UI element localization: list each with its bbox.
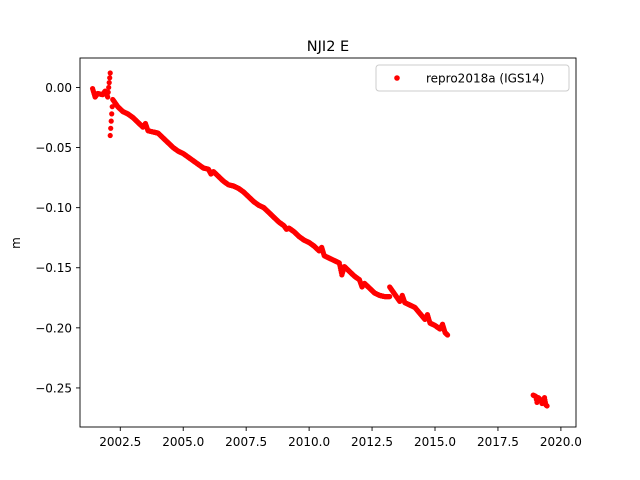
x-tick-label: 2015.0 <box>414 435 456 449</box>
y-tick-label: −0.15 <box>35 261 72 275</box>
data-point <box>387 293 393 300</box>
y-axis: 0.00 −0.05 −0.10 −0.15 −0.20 −0.25 <box>35 81 80 395</box>
data-point <box>105 89 111 95</box>
data-point <box>106 80 112 86</box>
y-tick-label: −0.10 <box>35 201 72 215</box>
data-point <box>108 118 114 124</box>
legend: repro2018a (IGS14) <box>375 64 570 92</box>
x-tick-label: 2002.5 <box>99 435 141 449</box>
y-tick-label: −0.25 <box>35 381 72 395</box>
data-point <box>106 84 112 91</box>
x-tick-label: 2007.5 <box>225 435 267 449</box>
data-point <box>444 332 451 338</box>
legend-box <box>375 64 570 92</box>
x-tick-label: 2010.0 <box>288 435 330 449</box>
x-tick-label: 2020.0 <box>540 435 582 449</box>
x-tick-label: 2017.5 <box>477 435 519 449</box>
data-point <box>544 403 550 409</box>
data-point <box>105 94 111 100</box>
legend-marker <box>394 75 400 81</box>
y-tick-label: 0.00 <box>45 81 72 95</box>
legend-label-repro2018a: repro2018a (IGS14) <box>426 72 544 86</box>
data-point <box>107 70 113 76</box>
data-point <box>107 75 113 81</box>
chart-title: NJI2 E <box>307 39 349 55</box>
y-tick-label: −0.05 <box>35 141 72 155</box>
x-tick-label: 2012.5 <box>351 435 393 449</box>
data-point <box>108 125 114 131</box>
x-tick-label: 2005.0 <box>162 435 204 449</box>
x-axis: 2002.5 2005.0 2007.5 2010.0 2012.5 2015.0 2017… <box>99 427 582 449</box>
plot-frame <box>79 57 577 428</box>
plot-points <box>89 70 550 409</box>
data-point <box>109 104 115 110</box>
data-point <box>107 132 113 139</box>
y-axis-label: m <box>9 237 23 249</box>
data-point <box>109 111 115 117</box>
y-tick-label: −0.20 <box>35 321 72 335</box>
